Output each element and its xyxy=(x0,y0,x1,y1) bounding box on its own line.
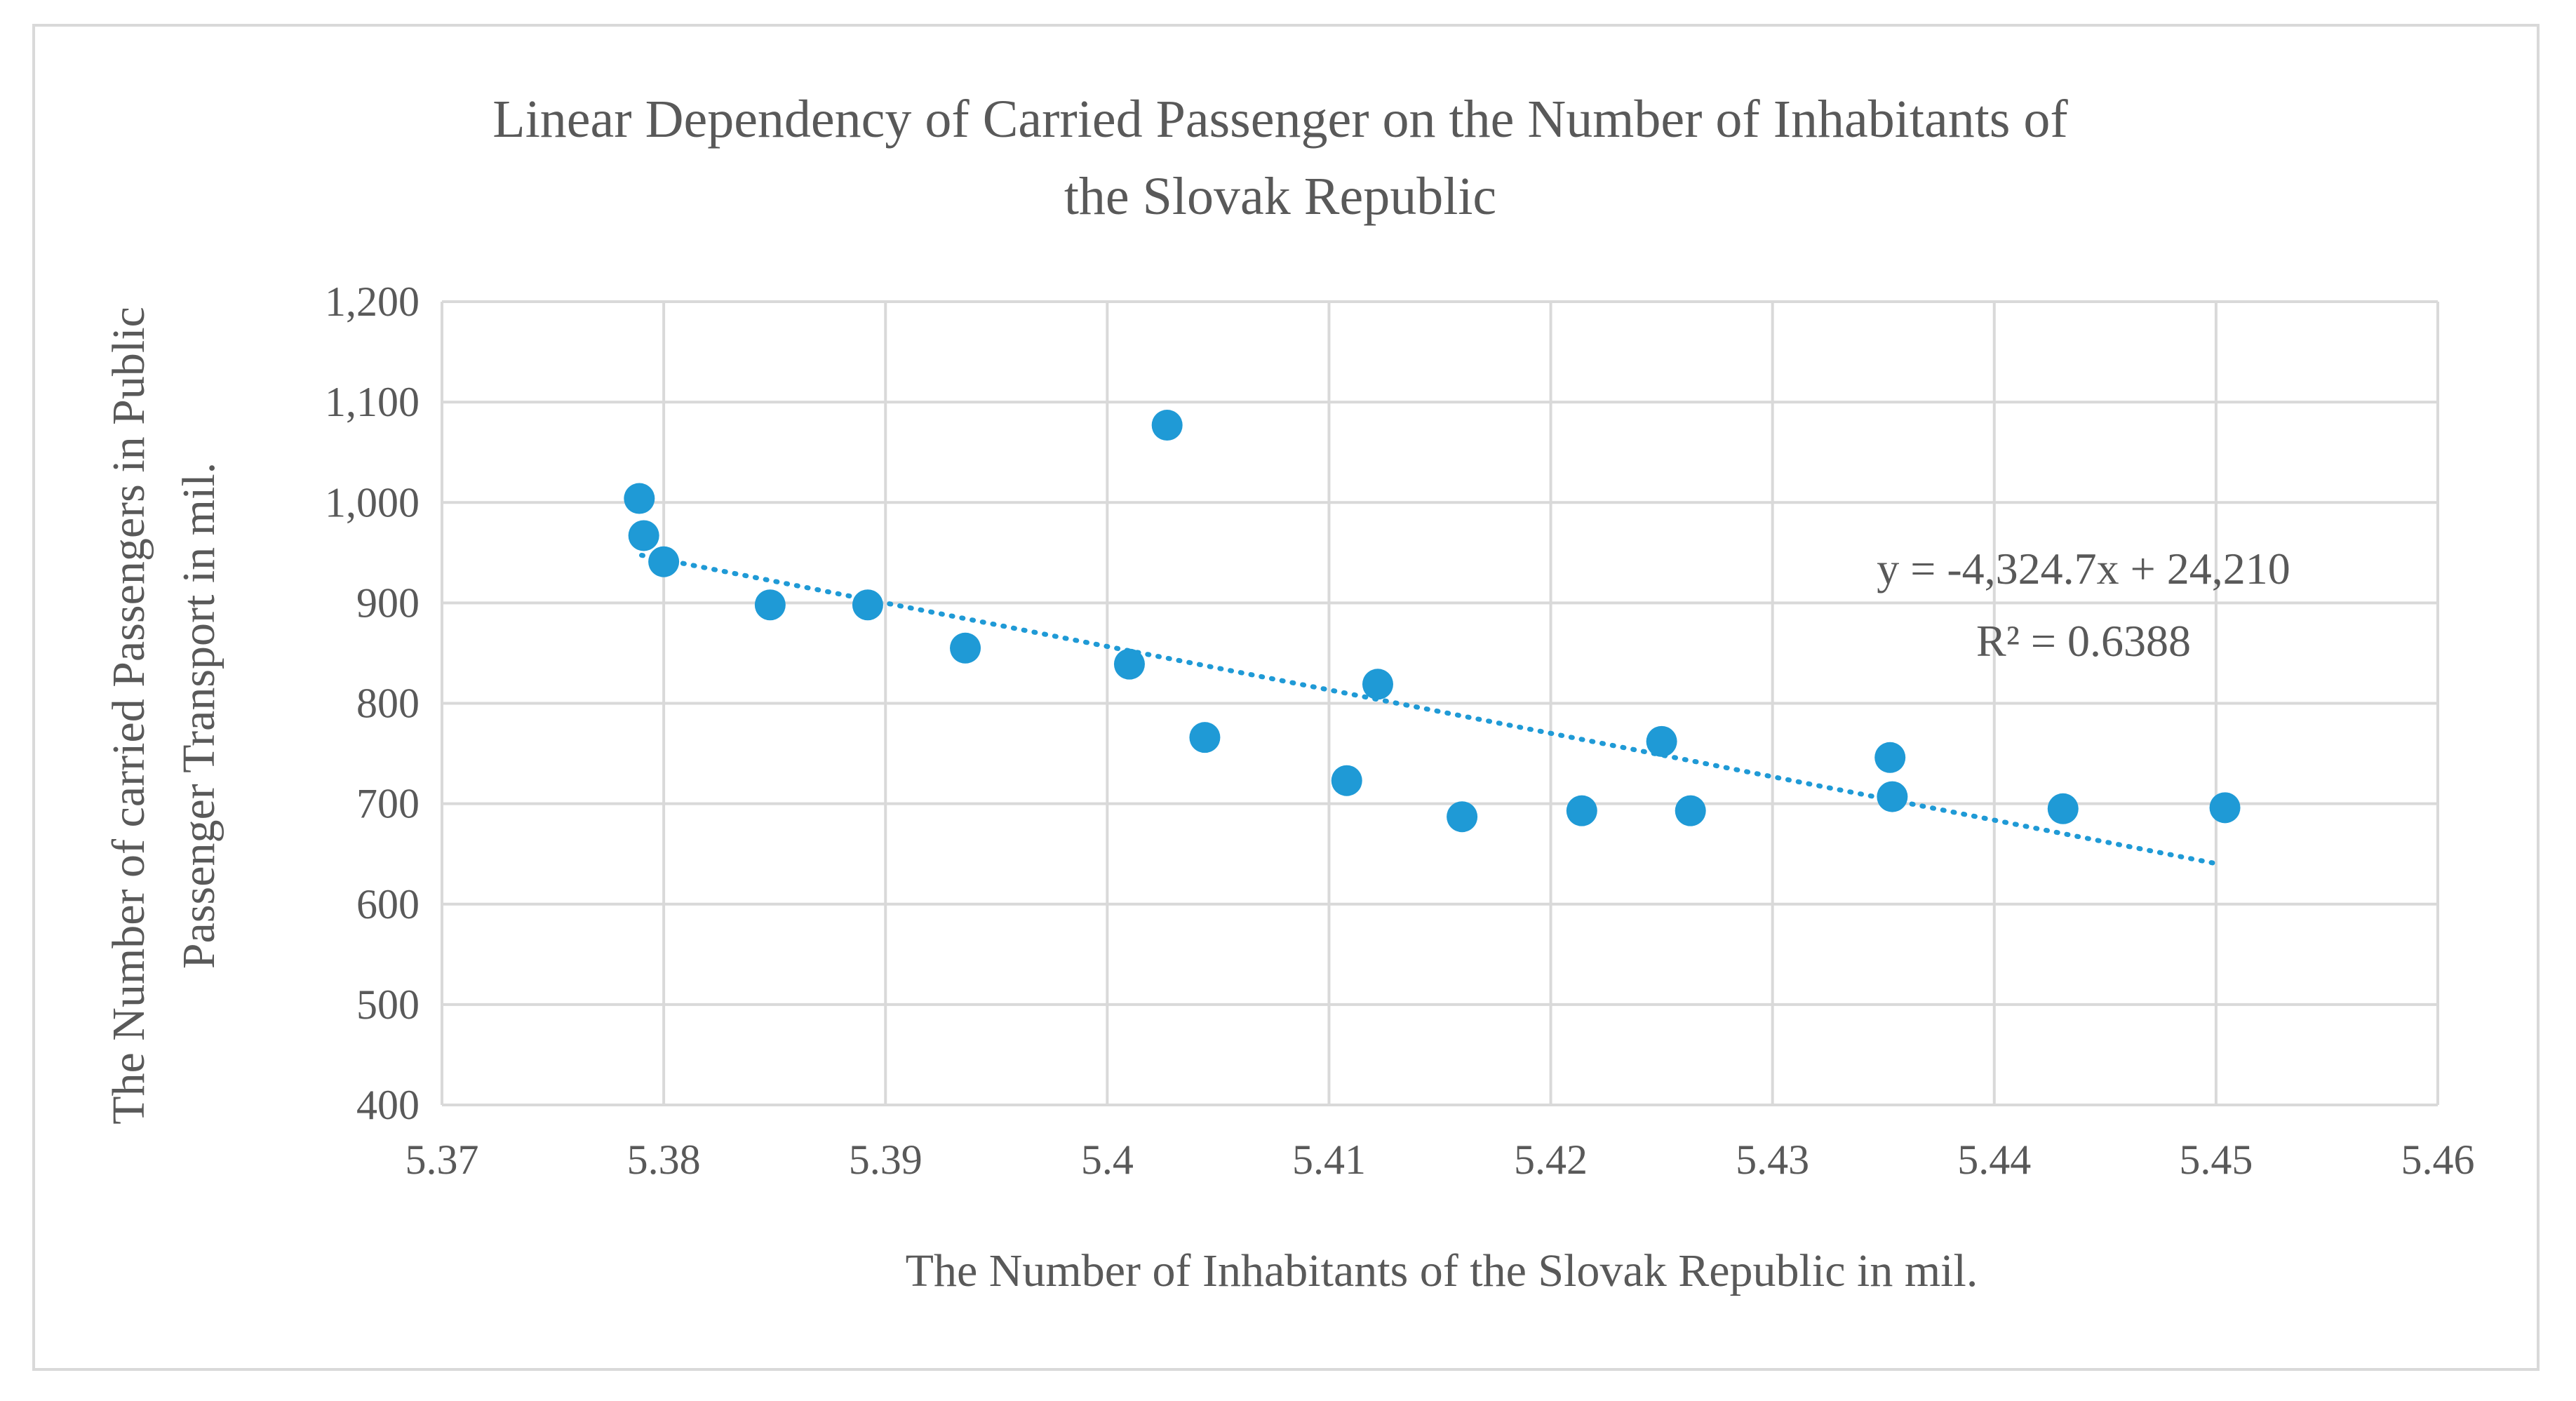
y-axis-label-line-1: The Number of carried Passengers in Publ… xyxy=(103,307,154,1125)
data-point xyxy=(1362,669,1393,700)
data-point xyxy=(1877,781,1908,812)
x-tick-label: 5.44 xyxy=(1957,1137,2031,1183)
x-tick-label: 5.46 xyxy=(2401,1137,2475,1183)
data-point xyxy=(1646,725,1677,757)
trendline-layer xyxy=(639,552,2219,866)
data-point xyxy=(624,483,655,514)
y-tick-label: 600 xyxy=(356,881,420,927)
trendline xyxy=(639,552,2219,866)
data-point xyxy=(852,589,883,621)
data-point xyxy=(1566,795,1597,826)
y-axis-ticks: 400 500 600 700 800 900 1,000 1,100 1,200 xyxy=(325,279,420,1128)
x-tick-label: 5.45 xyxy=(2179,1137,2253,1183)
y-tick-label: 500 xyxy=(356,981,420,1028)
x-tick-label: 5.43 xyxy=(1736,1137,1809,1183)
data-point xyxy=(1447,801,1478,833)
data-point xyxy=(648,546,680,577)
x-tick-label: 5.42 xyxy=(1514,1137,1588,1183)
data-point xyxy=(1331,765,1362,796)
data-point xyxy=(1675,795,1706,826)
data-point xyxy=(1151,410,1183,441)
data-point xyxy=(1189,722,1221,753)
x-tick-label: 5.4 xyxy=(1081,1137,1134,1183)
chart-title-line-1: Linear Dependency of Carried Passenger o… xyxy=(492,90,2068,149)
y-tick-label: 800 xyxy=(356,681,420,727)
data-point xyxy=(1113,648,1145,680)
trendline-r-squared: R² = 0.6388 xyxy=(1976,616,2191,666)
x-tick-label: 5.38 xyxy=(627,1137,701,1183)
x-tick-label: 5.41 xyxy=(1292,1137,1366,1183)
y-tick-label: 1,100 xyxy=(325,379,420,425)
y-tick-label: 1,200 xyxy=(325,279,420,325)
x-axis-ticks: 5.37 5.38 5.39 5.4 5.41 5.42 5.43 5.44 5.45 5.46 xyxy=(405,1137,2475,1183)
data-point xyxy=(2209,792,2241,824)
chart-frame xyxy=(32,24,2540,1371)
y-tick-label: 900 xyxy=(356,579,420,626)
y-axis-label-line-2: Passenger Transport in mil. xyxy=(173,462,224,969)
data-point xyxy=(1874,742,1906,773)
x-tick-label: 5.39 xyxy=(849,1137,923,1183)
gridlines xyxy=(441,300,2439,1106)
chart-title-line-2: the Slovak Republic xyxy=(1064,167,1496,226)
y-tick-label: 400 xyxy=(356,1082,420,1128)
data-point xyxy=(2047,793,2079,824)
trendline-equation: y = -4,324.7x + 24,210 xyxy=(1877,544,2290,594)
x-tick-label: 5.37 xyxy=(405,1137,479,1183)
data-points xyxy=(624,410,2241,833)
x-axis-label: The Number of Inhabitants of the Slovak … xyxy=(906,1245,1978,1296)
y-tick-label: 700 xyxy=(356,781,420,827)
data-point xyxy=(754,589,786,621)
data-point xyxy=(628,520,659,551)
y-tick-label: 1,000 xyxy=(325,479,420,525)
data-point xyxy=(950,632,981,664)
